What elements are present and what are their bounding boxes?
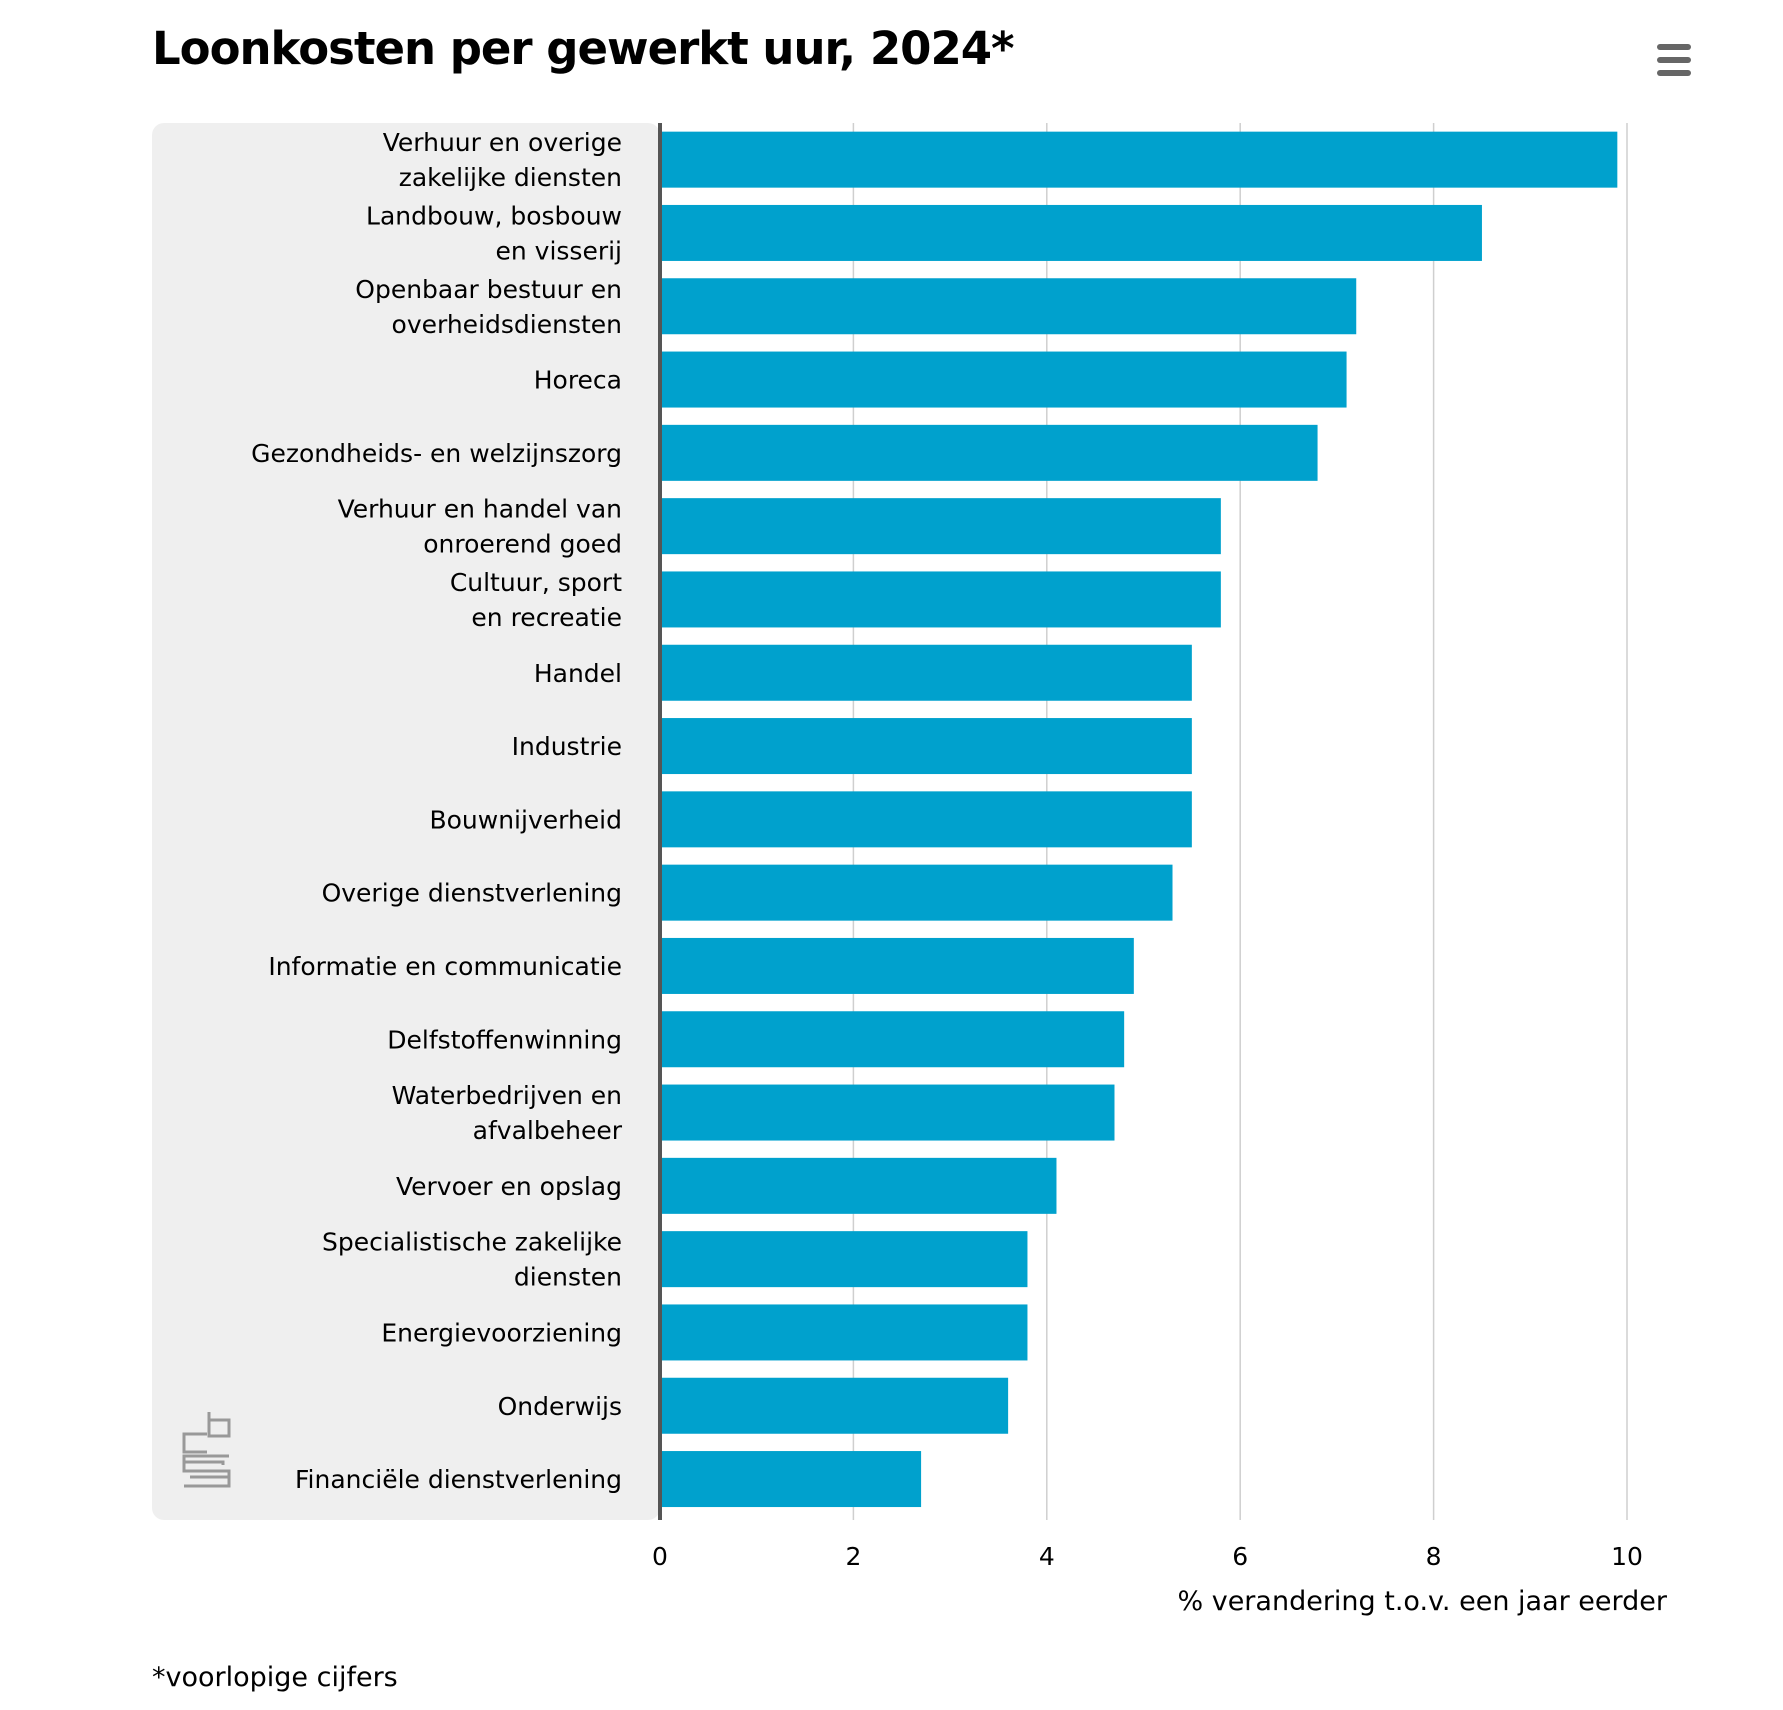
hamburger-menu-icon[interactable] bbox=[1649, 40, 1699, 82]
category-label: Bouwnijverheid bbox=[429, 805, 622, 834]
x-tick-label: 4 bbox=[1039, 1542, 1055, 1571]
bar bbox=[660, 644, 1192, 701]
bar bbox=[660, 1084, 1115, 1141]
category-label: Verhuur en overige zakelijke diensten bbox=[383, 128, 622, 192]
category-label: Onderwijs bbox=[498, 1392, 622, 1421]
x-tick-label: 6 bbox=[1232, 1542, 1248, 1571]
bar bbox=[660, 1231, 1028, 1288]
bar bbox=[660, 864, 1173, 921]
bar bbox=[660, 278, 1357, 335]
bar bbox=[660, 718, 1192, 775]
category-label: Informatie en communicatie bbox=[268, 952, 622, 981]
cbs-logo-stroke bbox=[182, 1454, 231, 1488]
bar bbox=[660, 204, 1482, 261]
category-label: Financiële dienstverlening bbox=[295, 1465, 622, 1494]
footnote: *voorlopige cijfers bbox=[152, 1662, 398, 1693]
category-label: Industrie bbox=[512, 732, 622, 761]
cbs-logo-stroke bbox=[207, 1412, 231, 1438]
category-label: Specialistische zakelijke diensten bbox=[322, 1228, 622, 1292]
category-label: Verhuur en handel van onroerend goed bbox=[338, 495, 622, 559]
chart-title: Loonkosten per gewerkt uur, 2024* bbox=[152, 22, 1015, 75]
x-axis-label: % verandering t.o.v. een jaar eerder bbox=[1177, 1586, 1667, 1617]
bar-chart: Verhuur en overige zakelijke diensten Land… bbox=[152, 123, 1668, 1617]
category-label: Gezondheids- en welzijnszorg bbox=[251, 439, 622, 468]
category-label: Delfstoffenwinning bbox=[387, 1025, 622, 1054]
label-panel bbox=[152, 123, 660, 1520]
category-label: Handel bbox=[534, 659, 622, 688]
bar bbox=[660, 1157, 1057, 1214]
category-label: Overige dienstverlening bbox=[322, 879, 622, 908]
category-label: Landbouw, bosbouw en visserij bbox=[366, 201, 622, 265]
bar bbox=[660, 1304, 1028, 1361]
bar bbox=[660, 937, 1134, 994]
bar bbox=[660, 424, 1318, 481]
category-label: Openbaar bestuur en overheidsdiensten bbox=[355, 275, 622, 339]
cbs-logo-icon bbox=[182, 1412, 231, 1488]
bar bbox=[660, 131, 1618, 188]
bar bbox=[660, 1377, 1009, 1434]
cbs-logo-stroke bbox=[190, 1475, 231, 1480]
x-tick-label: 2 bbox=[845, 1542, 861, 1571]
x-tick-label: 8 bbox=[1426, 1542, 1442, 1571]
category-label: Vervoer en opslag bbox=[396, 1172, 622, 1201]
bar bbox=[660, 351, 1347, 408]
category-label: Waterbedrijven en afvalbeheer bbox=[392, 1081, 623, 1145]
bar bbox=[660, 498, 1221, 555]
x-tick-label: 0 bbox=[652, 1542, 668, 1571]
cbs-logo-stroke bbox=[184, 1460, 225, 1465]
category-label: Horeca bbox=[534, 366, 622, 395]
bar bbox=[660, 791, 1192, 848]
bar bbox=[660, 1451, 922, 1508]
category-label: Cultuur, sport en recreatie bbox=[450, 568, 622, 632]
x-tick-label: 10 bbox=[1611, 1542, 1643, 1571]
category-label: Energievoorziening bbox=[381, 1318, 622, 1347]
bar bbox=[660, 1011, 1125, 1068]
bar bbox=[660, 571, 1221, 628]
cbs-logo-stroke bbox=[182, 1432, 207, 1454]
